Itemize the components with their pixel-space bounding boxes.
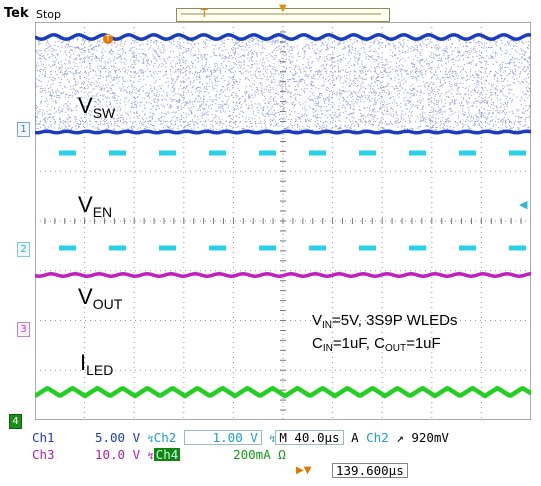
trigger-time-readout[interactable]: 139.600µs bbox=[332, 463, 408, 478]
trigger-arrow-icon: ▼ bbox=[279, 3, 287, 14]
ch2-name[interactable]: Ch2 bbox=[153, 430, 177, 445]
trigger-point-marker: T bbox=[103, 34, 113, 44]
trigger-mode[interactable]: A bbox=[351, 430, 359, 445]
ch2-dash bbox=[159, 150, 176, 156]
bw-limit-icon: ↯ bbox=[147, 434, 154, 445]
ch2-dash bbox=[509, 245, 526, 251]
ch4-ground-marker[interactable]: 4 bbox=[9, 414, 22, 429]
bw-limit-icon-3: ↯ bbox=[147, 451, 154, 462]
graticule bbox=[35, 22, 531, 420]
trigger-slope-icon[interactable]: ↗ bbox=[396, 430, 404, 445]
timebase-readout[interactable]: M 40.0µs bbox=[275, 430, 344, 445]
ch2-dash bbox=[259, 245, 276, 251]
ch2-dash bbox=[359, 150, 376, 156]
trigger-source[interactable]: Ch2 bbox=[366, 430, 389, 445]
trigger-time-icon: ▶▼ bbox=[296, 465, 312, 476]
ch1-ground-marker[interactable]: 1 bbox=[17, 122, 30, 137]
ch3-trace bbox=[35, 272, 531, 278]
ch2-dash bbox=[159, 245, 176, 251]
vsw-label: VSW bbox=[78, 93, 116, 121]
grid-lines bbox=[35, 22, 531, 420]
ch4-scale[interactable]: 200mA Ω bbox=[233, 447, 286, 462]
brand-label: Tek bbox=[4, 6, 29, 21]
ch2-dash bbox=[109, 150, 126, 156]
ch2-dash bbox=[309, 245, 326, 251]
conditions-line-1: VIN=5V, 3S9P WLEDs bbox=[312, 312, 458, 331]
readout-row-2: Ch3 10.0 V ↯ Ch4 200mA Ω bbox=[32, 447, 286, 464]
ch2-dash bbox=[59, 150, 76, 156]
ch2-trace-upper bbox=[59, 150, 526, 156]
record-trigger-marker: T bbox=[201, 7, 208, 20]
ch3-scale[interactable]: 10.0 V bbox=[94, 447, 141, 462]
traces bbox=[35, 33, 531, 399]
ch2-dash bbox=[209, 245, 226, 251]
ch3-ground-marker[interactable]: 3 bbox=[17, 322, 30, 337]
ch2-dash bbox=[109, 245, 126, 251]
ch2-dash bbox=[259, 150, 276, 156]
ch2-dash bbox=[409, 150, 426, 156]
readout-row-1: Ch1 5.00 V ↯Ch2 1.00 V ↯ M 40.0µs A Ch2 ↗… bbox=[32, 430, 449, 447]
ch2-scale[interactable]: 1.00 V bbox=[183, 430, 262, 445]
vout-label: VOUT bbox=[78, 284, 123, 312]
ch2-dash bbox=[509, 150, 526, 156]
ch4-name[interactable]: Ch4 bbox=[153, 447, 181, 462]
ch2-dash bbox=[459, 150, 476, 156]
ch1-scale[interactable]: 5.00 V bbox=[94, 430, 141, 445]
ch2-dash bbox=[459, 245, 476, 251]
ch3-name[interactable]: Ch3 bbox=[32, 447, 55, 462]
ch1-upper-envelope bbox=[35, 33, 531, 41]
ch2-dash bbox=[359, 245, 376, 251]
ch2-dash bbox=[409, 245, 426, 251]
trigger-level-arrow-icon[interactable]: ◀ bbox=[519, 198, 528, 211]
ch1-name[interactable]: Ch1 bbox=[32, 430, 55, 445]
ch4-trace bbox=[35, 385, 531, 399]
record-track bbox=[181, 13, 381, 15]
ch2-trace-lower bbox=[59, 245, 526, 251]
bw-limit-icon-2: ↯ bbox=[269, 434, 276, 445]
trigger-level[interactable]: 920mV bbox=[411, 430, 449, 445]
run-state-label: Stop bbox=[36, 8, 62, 21]
iled-label: ILED bbox=[80, 350, 114, 378]
ch2-dash bbox=[59, 245, 76, 251]
ch1-baseline bbox=[35, 129, 531, 135]
ch2-dash bbox=[209, 150, 226, 156]
conditions-line-2: CIN=1uF, COUT=1uF bbox=[312, 335, 441, 354]
ch2-ground-marker[interactable]: 2 bbox=[17, 242, 30, 257]
ch2-dash bbox=[309, 150, 326, 156]
ven-label: VEN bbox=[78, 192, 113, 220]
